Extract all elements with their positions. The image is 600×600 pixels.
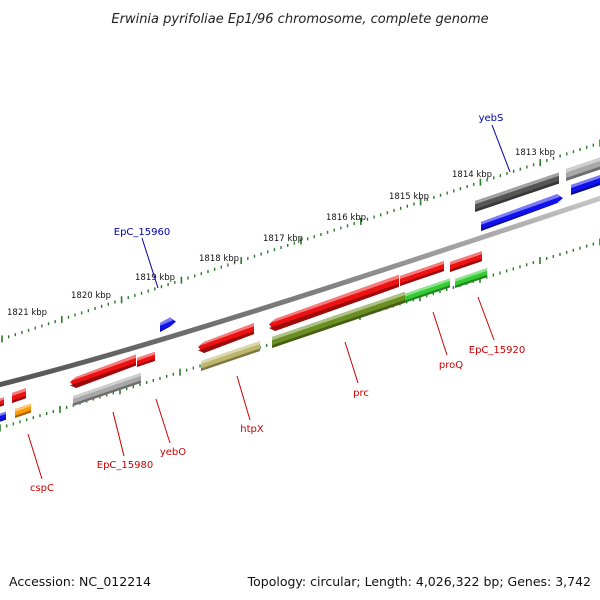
chromosome-backbone: [0, 195, 600, 388]
kbp-label-1820: 1820 kbp: [71, 291, 111, 301]
leader-yebo: [155, 398, 171, 444]
map-title: Erwinia pyrifoliae Ep1/96 chromosome, co…: [111, 12, 488, 27]
kbp-label-1816: 1816 kbp: [326, 213, 366, 223]
leader-htpx: [236, 375, 251, 421]
gene-feature-yebs-blue: [481, 194, 563, 231]
kbp-scale-labels: 1813 kbp 1814 kbp 1815 kbp 1816 kbp 1817…: [7, 148, 555, 318]
gene-feature-proq-green: [404, 278, 450, 303]
kbp-label-1817: 1817 kbp: [263, 234, 303, 244]
kbp-label-1813: 1813 kbp: [515, 148, 555, 158]
gene-feature-epc15920-red: [450, 251, 482, 272]
kbp-label-1815: 1815 kbp: [389, 192, 429, 202]
leader-epc15960: [141, 237, 159, 289]
gene-feature-yebs-dark: [475, 172, 559, 212]
leader-cspc: [27, 433, 43, 480]
gene-feature-blue-edge: [571, 175, 600, 195]
accession-text: Accession: NC_012214: [9, 574, 151, 589]
leader-epc15980: [112, 411, 125, 457]
gene-feature-edge-red: [0, 397, 4, 407]
gene-feature-yebo-red: [137, 351, 155, 367]
gene-feature-epc15920-green: [455, 268, 487, 288]
gene-label-epc15980: EpC_15980: [97, 460, 153, 471]
gene-labels: yebS EpC_15960 EpC_15920 proQ prc htpX y…: [30, 113, 525, 494]
gene-feature-cspc-orange: [15, 403, 31, 418]
gene-feature-edge-blue: [0, 411, 6, 422]
gene-feature-prc-red: [269, 274, 399, 331]
gene-features: [0, 157, 600, 422]
gene-feature-grey-edge: [566, 157, 600, 181]
leader-proq: [432, 311, 448, 356]
gene-label-epc15920: EpC_15920: [469, 345, 525, 356]
gene-feature-epc15980-grey: [73, 372, 141, 406]
gene-label-yebo: yebO: [160, 447, 186, 458]
leader-prc: [344, 341, 359, 384]
gene-label-yebs: yebS: [479, 113, 504, 124]
kbp-label-1821: 1821 kbp: [7, 308, 47, 318]
gene-feature-prc-olive: [272, 291, 405, 348]
kbp-label-1818: 1818 kbp: [199, 254, 239, 264]
gene-feature-proq-red: [400, 261, 444, 286]
gene-feature-htpx-khaki: [201, 340, 260, 371]
kbp-label-1814: 1814 kbp: [452, 170, 492, 180]
gene-label-htpx: htpX: [240, 424, 264, 435]
gene-feature-htpx-red: [198, 322, 254, 353]
gene-label-prc: prc: [353, 388, 369, 399]
gene-label-proq: proQ: [439, 360, 463, 371]
label-leader-lines: [27, 124, 511, 480]
gene-feature-epc15980-red: [70, 354, 136, 388]
gene-feature-cspc-red: [12, 388, 26, 403]
outer-tick-track: [1, 139, 600, 343]
gene-label-epc15960: EpC_15960: [114, 227, 170, 238]
leader-yebs: [491, 124, 511, 173]
gene-feature-epc15960: [160, 317, 176, 332]
genome-summary-text: Topology: circular; Length: 4,026,322 bp…: [247, 574, 591, 589]
gene-label-cspc: cspC: [30, 483, 54, 494]
leader-epc15920: [477, 296, 495, 341]
